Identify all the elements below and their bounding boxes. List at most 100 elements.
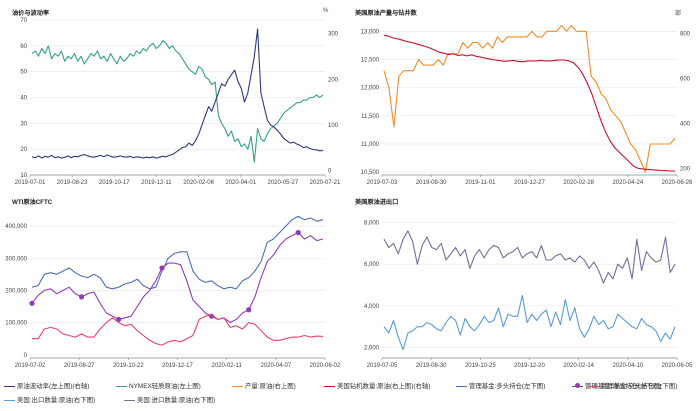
legend-label-imp: 美国:进口数量:原油(右下图) — [137, 397, 216, 404]
right-axis-unit-tl: % — [323, 8, 329, 14]
series-marker-mmNet — [208, 313, 215, 319]
legend-item-vol[interactable]: 原油波动率(左上图)(右轴) — [4, 381, 89, 390]
legend-label-prod: 产量:原油(右上图) — [245, 383, 296, 390]
y2-tick-label-tr: 600 — [680, 76, 691, 82]
y-tick-label-tl: 40 — [20, 96, 27, 102]
x-tick-label-bl: 2020-02-11 — [212, 363, 243, 369]
y2-tick-label-tr: 800 — [680, 31, 691, 37]
panel-title-bl: WTI原油CFTC — [12, 199, 53, 206]
legend-swatch-exp — [4, 399, 15, 401]
y2-tick-label-tl: 0 — [328, 168, 332, 174]
series-line-vol — [31, 28, 324, 159]
series-line-mmLong — [31, 215, 324, 290]
x-tick-label-br: 2020-04-10 — [612, 363, 643, 369]
x-tick-label-tl: 2019-08-23 — [57, 180, 88, 186]
x-tick-label-bl: 2019-08-27 — [64, 363, 95, 369]
legend-label-rig: 美国钻机数量:原油(右上图)(右轴) — [337, 383, 431, 390]
legend-label-vol: 原油波动率(左上图)(右轴) — [17, 383, 90, 390]
y2-tick-label-tl: 300 — [328, 32, 339, 38]
x-tick-label-bl: 2019-10-22 — [113, 363, 144, 369]
y2-tick-label-tr: 400 — [680, 121, 691, 127]
legend-swatch-rig — [324, 385, 335, 387]
x-tick-label-bl: 2020-04-07 — [260, 363, 291, 369]
y2-tick-label-tl: 200 — [328, 77, 339, 83]
y-tick-label-tr: 11,500 — [361, 114, 380, 120]
y-tick-label-tl: 20 — [20, 147, 27, 153]
x-tick-label-bl: 2019-12-17 — [162, 363, 193, 369]
panel-title-tl: 油价与波动率 — [12, 10, 50, 17]
x-tick-label-bl: 2019-07-02 — [15, 363, 46, 369]
y-tick-label-br: 4,000 — [364, 304, 380, 310]
y-tick-label-bl: 100,000 — [5, 321, 27, 327]
y-tick-label-tl: 60 — [20, 44, 27, 50]
y-tick-label-tr: 13,000 — [361, 29, 380, 35]
legend-item-mmNet[interactable]: 管理基金:净头持仓(左下图) — [572, 381, 661, 390]
x-tick-label-br: 2019-10-25 — [465, 363, 496, 369]
y-tick-label-tr: 12,000 — [361, 86, 380, 92]
legend-swatch-mmNet — [572, 383, 583, 389]
y2-tick-label-tr: 200 — [680, 166, 691, 172]
x-tick-label-tr: 2019-08-30 — [416, 180, 447, 186]
legend-swatch-wti — [116, 385, 127, 387]
legend-marker-mmNet — [575, 383, 580, 389]
x-tick-label-tl: 2020-04-01 — [225, 180, 256, 186]
legend-item-rig[interactable]: 美国钻机数量:原油(右上图)(右轴) — [324, 381, 430, 390]
legend-swatch-prod — [232, 385, 243, 387]
x-tick-label-tr: 2020-02-28 — [563, 180, 594, 186]
panel-title-tr: 美国原油产量与钻井数 — [355, 10, 417, 17]
x-tick-label-br: 2020-02-14 — [563, 363, 594, 369]
x-tick-label-br: 2020-06-05 — [662, 363, 693, 369]
x-tick-label-tr: 2020-04-24 — [612, 180, 643, 186]
x-tick-label-tl: 2019-07-01 — [15, 180, 46, 186]
x-tick-label-bl: 2020-06-02 — [310, 363, 341, 369]
series-line-imp — [383, 230, 676, 284]
series-line-rig — [383, 34, 675, 172]
legend-item-exp[interactable]: 美国:出口数量:原油(右下图) — [4, 395, 95, 404]
x-tick-label-tr: 2019-07-03 — [367, 180, 398, 186]
y-tick-label-br: 6,000 — [364, 262, 380, 268]
y-tick-label-bl: 400,000 — [5, 224, 27, 230]
legend-item-mmLong[interactable]: 管理基金:多头持仓(左下图) — [456, 381, 545, 390]
series-marker-mmNet — [295, 229, 301, 236]
series-marker-mmNet — [116, 316, 122, 322]
y-tick-label-tr: 12,500 — [361, 57, 380, 63]
series-line-mmNet — [31, 231, 324, 324]
y-tick-label-tl: 10 — [20, 173, 27, 179]
x-tick-label-tl: 2020-07-21 — [310, 180, 341, 186]
x-tick-label-br: 2019-07-05 — [367, 363, 398, 369]
legend-label-mmLong: 管理基金:多头持仓(左下图) — [469, 383, 546, 390]
legend-label-mmShort: 管理基金:空头持仓(左下图) — [601, 383, 678, 390]
right-axis-unit-tr: 部 — [675, 11, 682, 17]
x-tick-label-tl: 2020-05-27 — [268, 180, 299, 186]
x-tick-label-tl: 2019-12-11 — [141, 180, 172, 186]
x-tick-label-tr: 2020-06-26 — [662, 180, 693, 186]
y-tick-label-br: 8,000 — [364, 221, 380, 227]
y-tick-label-bl: 300,000 — [5, 256, 27, 262]
series-marker-mmNet — [246, 307, 252, 313]
series-line-prod — [383, 25, 676, 173]
series-marker-mmNet — [78, 294, 85, 300]
y-tick-label-tr: 10,500 — [361, 170, 380, 176]
y2-tick-label-tl: 100 — [328, 123, 339, 129]
series-marker-mmNet — [159, 265, 165, 271]
y-tick-label-tl: 30 — [20, 121, 27, 127]
series-line-mmShort — [32, 314, 324, 346]
panel-title-br: 美国原油进出口 — [355, 199, 399, 206]
y-tick-label-tr: 11,000 — [361, 142, 380, 148]
y-tick-label-bl: 0 — [24, 353, 28, 359]
legend-swatch-mmLong — [456, 385, 467, 387]
legend-item-mmShort[interactable]: 管理基金:空头持仓(左下图) — [588, 381, 677, 390]
legend: 原油波动率(左上图)(右轴) NYMEX轻质原油(左上图) 产量:原油(右上图) 美国… — [4, 381, 694, 409]
series-line-wti — [31, 40, 324, 163]
x-tick-label-br: 2019-12-20 — [514, 363, 545, 369]
x-tick-label-tl: 2019-10-17 — [99, 180, 130, 186]
x-tick-label-tl: 2020-02-06 — [183, 180, 214, 186]
y-tick-label-br: 2,000 — [364, 346, 380, 352]
legend-label-wti: NYMEX轻质原油(左上图) — [129, 383, 201, 390]
legend-item-wti[interactable]: NYMEX轻质原油(左上图) — [116, 381, 201, 390]
legend-item-imp[interactable]: 美国:进口数量:原油(右下图) — [124, 395, 215, 404]
legend-item-prod[interactable]: 产量:原油(右上图) — [232, 381, 296, 390]
legend-swatch-imp — [124, 399, 135, 401]
series-marker-mmNet — [29, 300, 35, 306]
